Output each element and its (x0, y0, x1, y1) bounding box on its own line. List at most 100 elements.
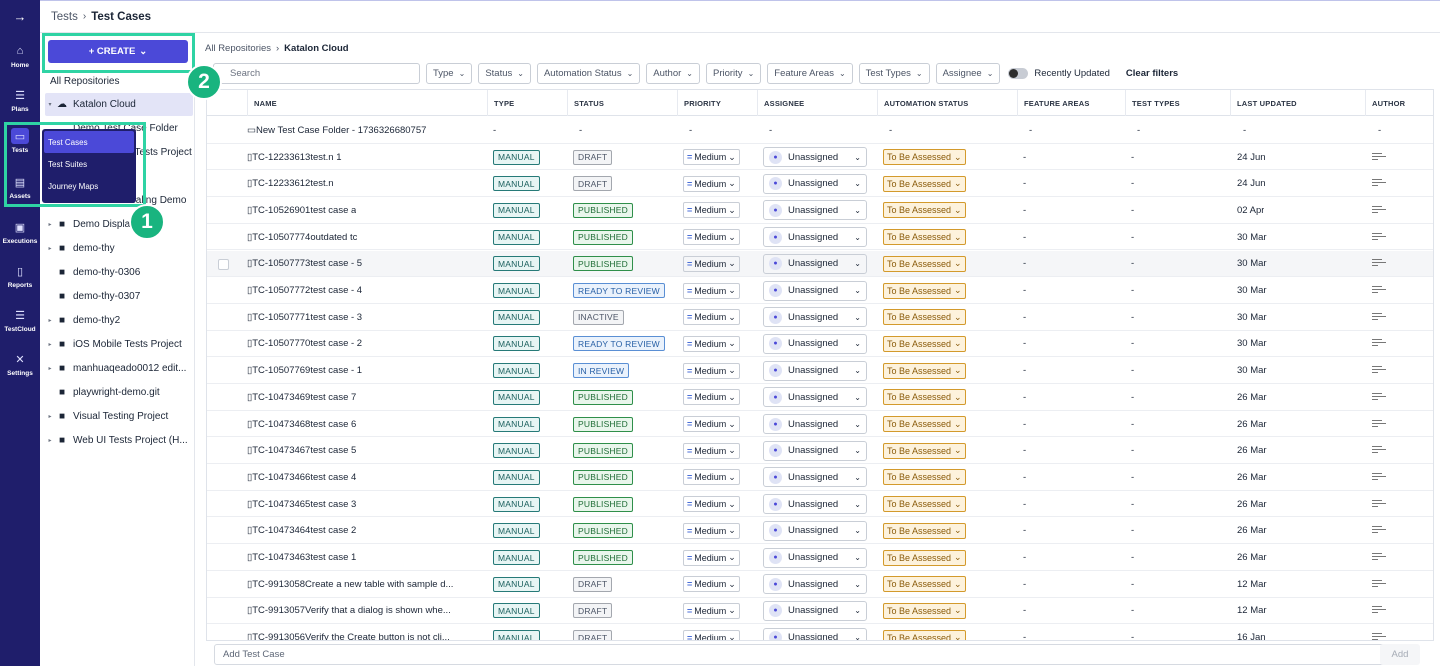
table-row[interactable]: ▯ TC-10473464 test case 2 MANUAL PUBLISHED = M… (207, 518, 1433, 545)
priority-dropdown[interactable]: = Medium ⌄ (683, 149, 740, 166)
column-header-author[interactable]: AUTHOR (1365, 90, 1417, 116)
filter-priority[interactable]: Priority ⌄ (706, 62, 762, 84)
automation-status-dropdown[interactable]: To Be Assessed ⌄ (883, 469, 966, 486)
filter-feature-areas[interactable]: Feature Areas ⌄ (767, 62, 853, 84)
priority-dropdown[interactable]: = Medium ⌄ (683, 255, 740, 272)
priority-dropdown[interactable]: = Medium ⌄ (683, 282, 740, 299)
automation-status-dropdown[interactable]: To Be Assessed ⌄ (883, 442, 966, 459)
flyout-item-test-cases[interactable]: Test Cases (44, 131, 134, 153)
rail-item-executions[interactable]: ▣ Executions (0, 210, 40, 254)
table-row[interactable]: ▯ TC-12233613 test.n 1 MANUAL DRAFT = Medium ⌄ ●… (207, 144, 1433, 171)
automation-status-dropdown[interactable]: To Be Assessed ⌄ (883, 229, 966, 246)
priority-dropdown[interactable]: = Medium ⌄ (683, 309, 740, 326)
name-cell[interactable]: ▯ TC-10507771 test case - 3 (247, 304, 362, 331)
name-cell[interactable]: ▯ TC-10507774 outdated tc (247, 224, 357, 251)
rail-item-tests[interactable]: ▭ Tests (0, 119, 40, 163)
assignee-dropdown[interactable]: ● Unassigned ⌄ (763, 253, 867, 274)
tree-item-playwright-demo-git[interactable]: ■ playwright-demo.git (45, 381, 193, 404)
automation-status-dropdown[interactable]: To Be Assessed ⌄ (883, 522, 966, 539)
table-row[interactable]: ▯ TC-10507769 test case - 1 MANUAL IN REVIEW… (207, 357, 1433, 384)
automation-status-dropdown[interactable]: To Be Assessed ⌄ (883, 175, 966, 192)
flyout-item-test-suites[interactable]: Test Suites (48, 159, 88, 169)
rail-item-plans[interactable]: ☰ Plans (0, 78, 40, 122)
rail-item-assets[interactable]: ▤ Assets (0, 165, 40, 209)
name-cell[interactable]: ▯ TC-10473468 test case 6 (247, 411, 356, 438)
priority-dropdown[interactable]: = Medium ⌄ (683, 416, 740, 433)
assignee-dropdown[interactable]: ● Unassigned ⌄ (763, 627, 867, 640)
breadcrumb-all-repositories[interactable]: All Repositories (205, 43, 271, 54)
priority-dropdown[interactable]: = Medium ⌄ (683, 469, 740, 486)
name-cell[interactable]: ▯ TC-10473469 test case 7 (247, 384, 356, 411)
flyout-item-journey-maps[interactable]: Journey Maps (48, 181, 99, 191)
name-cell[interactable]: ▯ TC-10507773 test case - 5 (247, 251, 362, 278)
automation-status-dropdown[interactable]: To Be Assessed ⌄ (883, 416, 966, 433)
name-cell[interactable]: ▯ TC-9913056 Verify the Create button is n… (247, 624, 450, 640)
caret-right-icon[interactable]: ▸ (48, 246, 52, 252)
assignee-dropdown[interactable]: ● Unassigned ⌄ (763, 440, 867, 461)
column-header-last-updated[interactable]: LAST UPDATED (1230, 90, 1365, 116)
priority-dropdown[interactable]: = Medium ⌄ (683, 442, 740, 459)
priority-dropdown[interactable]: = Medium ⌄ (683, 335, 740, 352)
priority-dropdown[interactable]: = Medium ⌄ (683, 576, 740, 593)
all-repositories-label[interactable]: All Repositories (50, 76, 120, 87)
priority-dropdown[interactable]: = Medium ⌄ (683, 602, 740, 619)
name-cell[interactable]: ▯ TC-10473464 test case 2 (247, 518, 356, 545)
rail-item-reports[interactable]: ▯ Reports (0, 254, 40, 298)
tree-item-demo-display[interactable]: ▸ ■ Demo Display (45, 213, 193, 236)
table-row[interactable]: ▯ TC-10507770 test case - 2 MANUAL READY TO … (207, 331, 1433, 358)
name-cell[interactable]: ▯ TC-10473463 test case 1 (247, 544, 356, 571)
name-cell[interactable]: ▯ TC-9913057 Verify that a dialog is shown… (247, 598, 451, 625)
clear-filters-button[interactable]: Clear filters (1125, 67, 1179, 79)
automation-status-dropdown[interactable]: To Be Assessed ⌄ (883, 389, 966, 406)
name-cell[interactable]: ▯ TC-10507769 test case - 1 (247, 357, 362, 384)
assignee-dropdown[interactable]: ● Unassigned ⌄ (763, 333, 867, 354)
automation-status-dropdown[interactable]: To Be Assessed ⌄ (883, 362, 966, 379)
name-cell[interactable]: ▯ TC-10473465 test case 3 (247, 491, 356, 518)
automation-status-dropdown[interactable]: To Be Assessed ⌄ (883, 309, 966, 326)
name-cell[interactable]: ▯ TC-12233612 test.n (247, 170, 334, 197)
rail-item-settings[interactable]: ✕ Settings (0, 342, 40, 386)
filter-automation-status[interactable]: Automation Status ⌄ (536, 62, 641, 84)
name-cell[interactable]: ▯ TC-9913058 Create a new table with sampl… (247, 571, 453, 598)
filter-test-types[interactable]: Test Types ⌄ (858, 62, 930, 84)
column-header-test-types[interactable]: TEST TYPES (1125, 90, 1230, 116)
filter-type[interactable]: Type ⌄ (426, 62, 473, 84)
assignee-dropdown[interactable]: ● Unassigned ⌄ (763, 547, 867, 568)
name-cell[interactable]: ▯ TC-10507772 test case - 4 (247, 277, 362, 304)
caret-right-icon[interactable]: ▸ (48, 414, 52, 420)
column-header-type[interactable]: TYPE (487, 90, 567, 116)
table-row[interactable]: ▯ TC-10507774 outdated tc MANUAL PUBLISHED = M… (207, 224, 1433, 251)
row-checkbox[interactable] (218, 258, 229, 270)
table-row[interactable]: ▯ TC-10473467 test case 5 MANUAL PUBLISHED = M… (207, 437, 1433, 465)
tree-item-visual-testing-project[interactable]: ▸ ■ Visual Testing Project (45, 405, 193, 428)
table-row[interactable]: ▯ TC-10473463 test case 1 MANUAL PUBLISHED = M… (207, 544, 1433, 571)
priority-dropdown[interactable]: = Medium ⌄ (683, 202, 740, 219)
tree-item-ios-mobile-tests-project[interactable]: ▸ ■ iOS Mobile Tests Project (45, 333, 193, 356)
column-header-assignee[interactable]: ASSIGNEE (757, 90, 877, 116)
assignee-dropdown[interactable]: ● Unassigned ⌄ (763, 200, 867, 221)
caret-down-icon[interactable]: ▾ (48, 102, 52, 108)
automation-status-dropdown[interactable]: To Be Assessed ⌄ (883, 335, 966, 352)
tree-item-demo-thy-0306[interactable]: ■ demo-thy-0306 (45, 261, 193, 284)
table-row[interactable]: ▯ TC-10507771 test case - 3 MANUAL INACTIVE =… (207, 304, 1433, 331)
create-button[interactable]: + CREATE ⌄ (48, 40, 188, 63)
breadcrumb-parent[interactable]: Tests (51, 10, 78, 23)
assignee-dropdown[interactable]: ● Unassigned ⌄ (763, 467, 867, 488)
table-row[interactable]: ▯ TC-10526901 test case a MANUAL PUBLISHED = M… (207, 197, 1433, 224)
automation-status-dropdown[interactable]: To Be Assessed ⌄ (883, 255, 966, 272)
tree-item-demo-thy2[interactable]: ▸ ■ demo-thy2 (45, 309, 193, 332)
tree-item-demo-thy[interactable]: ▸ ■ demo-thy (45, 237, 193, 260)
assignee-dropdown[interactable]: ● Unassigned ⌄ (763, 387, 867, 408)
search-input[interactable]: Search (213, 62, 420, 84)
assignee-dropdown[interactable]: ● Unassigned ⌄ (763, 360, 867, 381)
column-header-automation-status[interactable]: AUTOMATION STATUS (877, 90, 1017, 116)
table-row[interactable]: ▯ TC-10473469 test case 7 MANUAL PUBLISHED = M… (207, 384, 1433, 411)
priority-dropdown[interactable]: = Medium ⌄ (683, 175, 740, 192)
priority-dropdown[interactable]: = Medium ⌄ (683, 389, 740, 406)
automation-status-dropdown[interactable]: To Be Assessed ⌄ (883, 282, 966, 299)
caret-right-icon[interactable]: ▸ (48, 438, 52, 444)
table-row[interactable]: ▯ TC-10473468 test case 6 MANUAL PUBLISHED = M… (207, 411, 1433, 438)
automation-status-dropdown[interactable]: To Be Assessed ⌄ (883, 149, 966, 166)
table-row[interactable]: ▯ TC-9913056 Verify the Create button is n… (207, 624, 1433, 640)
name-cell[interactable]: ▯ TC-12233613 test.n 1 (247, 144, 342, 171)
